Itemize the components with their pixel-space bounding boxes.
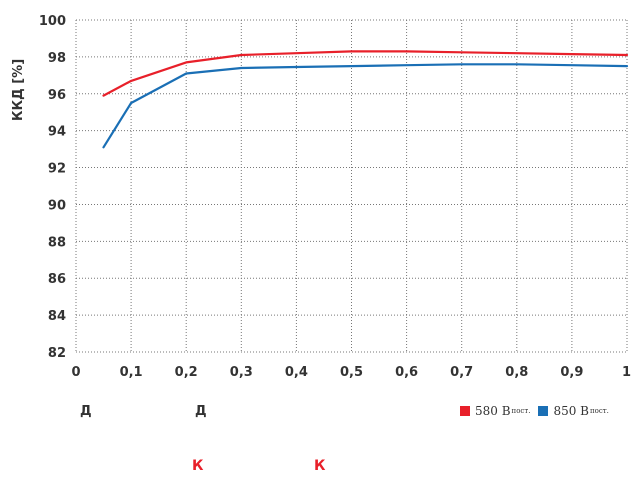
legend-swatch-850: [538, 406, 549, 416]
x-tick-label: 0,5: [340, 365, 363, 380]
x-tick-label: 0: [71, 365, 80, 380]
y-tick-label: 98: [48, 51, 66, 66]
y-tick-label: 90: [48, 198, 66, 213]
y-tick-label: 88: [48, 235, 66, 250]
y-tick-label: 86: [48, 272, 66, 287]
annotation-d-1: Д: [80, 404, 92, 419]
x-tick-label: 0,8: [505, 365, 528, 380]
grid: [75, 19, 628, 353]
y-tick-label: 96: [48, 88, 66, 103]
annotation-k-2: К: [314, 458, 326, 474]
legend-swatch-580: [460, 406, 470, 416]
x-tick-label: 0,3: [230, 365, 253, 380]
x-tick-label: 1: [622, 365, 631, 380]
x-tick-label: 0,9: [560, 365, 583, 380]
y-tick-label: 100: [39, 14, 66, 29]
x-tick-label: 0,7: [450, 365, 473, 380]
annotation-k-1: К: [192, 458, 204, 474]
annotation-d-2: Д: [195, 404, 207, 419]
legend-sub-850: пост.: [590, 407, 609, 415]
series-lines: [102, 50, 629, 149]
series-line-0: [102, 50, 629, 97]
legend-label-850: 850 В: [553, 404, 589, 418]
y-tick-label: 84: [48, 309, 66, 324]
legend-label-580: 580 В: [475, 404, 511, 418]
x-tick-label: 0,2: [175, 365, 198, 380]
x-axis: 0 0,1 0,2 0,3 0,4 0,5 0,6 0,7 0,8 0,9 1: [71, 365, 631, 380]
series-line-1: [102, 63, 629, 149]
y-tick-label: 94: [48, 125, 66, 140]
x-tick-label: 0,4: [285, 365, 308, 380]
legend-sub-580: пост.: [511, 407, 531, 415]
x-tick-label: 0,6: [395, 365, 418, 380]
y-tick-label: 92: [48, 162, 66, 177]
y-axis-label: ККД [%]: [11, 59, 26, 121]
y-tick-label: 82: [48, 346, 66, 361]
x-tick-label: 0,1: [120, 365, 143, 380]
y-axis: 82 84 86 88 90 92 94 96 98 100: [39, 14, 66, 361]
